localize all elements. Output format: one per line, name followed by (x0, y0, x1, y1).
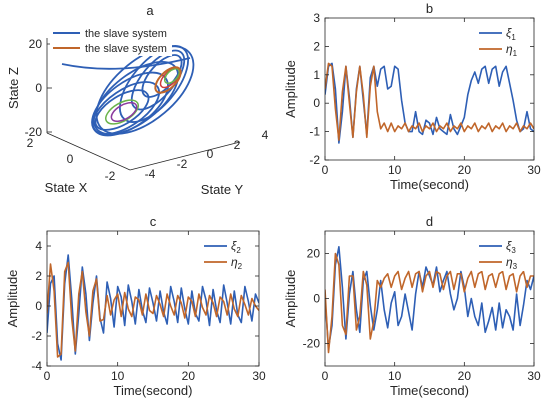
y-tick-label: -20 (303, 337, 321, 351)
y-tick-label: -2 (31, 329, 42, 343)
axes-box (46, 230, 260, 367)
x-axis-label: Time(second) (390, 383, 469, 398)
series-green-loop (163, 67, 181, 85)
panel-title: a (146, 3, 154, 18)
x-tick-label: 10 (111, 369, 125, 383)
legend-label-2: η2 (231, 255, 243, 271)
x-axis-label: Time(second) (390, 177, 469, 192)
series-blue-loop (95, 45, 195, 135)
y-tick-label: 1 (313, 68, 320, 82)
series-blue-loop (141, 54, 183, 98)
panel-title: c (150, 214, 157, 229)
y-tick-label: 0 (207, 147, 214, 161)
z-tick-label: 0 (35, 81, 42, 95)
legend-label-1: ξ3 (506, 239, 516, 255)
x-tick-label: -2 (105, 169, 116, 183)
x-tick-label: 30 (527, 369, 541, 383)
legend-subscript: 3 (511, 246, 516, 255)
legend-subscript: 1 (511, 33, 516, 42)
x-axis-label: Time(second) (114, 383, 193, 398)
series-line-1 (325, 62, 534, 144)
y-tick-label: -4 (31, 359, 42, 373)
x-tick-label: 0 (67, 152, 74, 166)
y-tick-label: 0 (313, 292, 320, 306)
y-axis-label: Amplitude (5, 270, 20, 328)
panel-title: d (426, 214, 433, 229)
z-axis-label: State Z (6, 67, 21, 109)
y-tick-label: 0 (35, 299, 42, 313)
legend-subscript: 3 (513, 262, 518, 271)
series-line-2 (47, 261, 259, 358)
series-green-loop (105, 99, 139, 125)
y-tick-label: 2 (313, 39, 320, 53)
x-tick-label: 0 (322, 163, 329, 177)
y-tick-label: -2 (309, 153, 320, 167)
x-tick-label: 30 (252, 369, 266, 383)
y-axis-label: Amplitude (283, 60, 298, 118)
x-tick-label: 30 (527, 163, 541, 177)
legend-subscript: 2 (238, 262, 243, 271)
x-axis-label: State X (45, 180, 88, 195)
z-tick-label: 20 (29, 37, 43, 51)
y-tick-label: 4 (262, 128, 269, 142)
legend: the slave system the slave system (50, 24, 172, 56)
x-tick-label: 2 (27, 136, 34, 150)
y-tick-label: 2 (35, 269, 42, 283)
z-tick-label: -20 (25, 125, 43, 139)
series-blue-loop (92, 81, 160, 135)
x-tick-label: 0 (322, 369, 329, 383)
legend-box (50, 24, 172, 56)
legend-label-1: ξ1 (506, 26, 516, 42)
legend-subscript: 2 (236, 246, 241, 255)
y-tick-label: 4 (35, 239, 42, 253)
legend-label-1: the slave system (85, 28, 167, 40)
x-tick-label: 10 (388, 163, 402, 177)
series-blue-loop (130, 49, 186, 111)
legend-label-2: the slave system (85, 43, 167, 55)
x-tick-label: 10 (388, 369, 402, 383)
x-tick-label: 0 (44, 369, 51, 383)
series-orange-loop (154, 66, 182, 94)
y-tick-label: -4 (145, 167, 156, 181)
axes-box (324, 17, 535, 161)
x-tick-label: 20 (458, 163, 472, 177)
y-axis-label: State Y (201, 182, 244, 197)
legend-box (476, 24, 528, 58)
legend-box (201, 237, 253, 271)
y-axis-line (129, 141, 241, 171)
legend-label-2: η3 (506, 255, 518, 271)
x-tick-label: 20 (458, 369, 472, 383)
y-tick-label: -1 (309, 125, 320, 139)
y-tick-label: 2 (234, 138, 241, 152)
y-tick-label: 0 (313, 96, 320, 110)
legend-label-2: η1 (506, 42, 518, 58)
y-axis-label: Amplitude (283, 270, 298, 328)
x-tick-label: 20 (182, 369, 196, 383)
legend-label-1: ξ2 (231, 239, 241, 255)
y-tick-label: 20 (307, 247, 321, 261)
series-line-2 (325, 62, 534, 141)
panel-b: b 0 10 20 30 -2 -1 0 1 2 3 Time(second) Amplitude ξ1η… (283, 1, 541, 192)
series-purple-loop (110, 101, 138, 123)
series-line-2 (325, 252, 534, 354)
panel-title: b (426, 1, 433, 16)
y-tick-label: 3 (313, 11, 320, 25)
series-line-1 (47, 254, 259, 361)
legend-box (476, 237, 528, 271)
series-blue-streak (61, 57, 191, 70)
legend-subscript: 1 (513, 49, 518, 58)
series-line-1 (325, 246, 534, 349)
x-axis-line (46, 132, 131, 171)
y-tick-label: -2 (177, 157, 188, 171)
